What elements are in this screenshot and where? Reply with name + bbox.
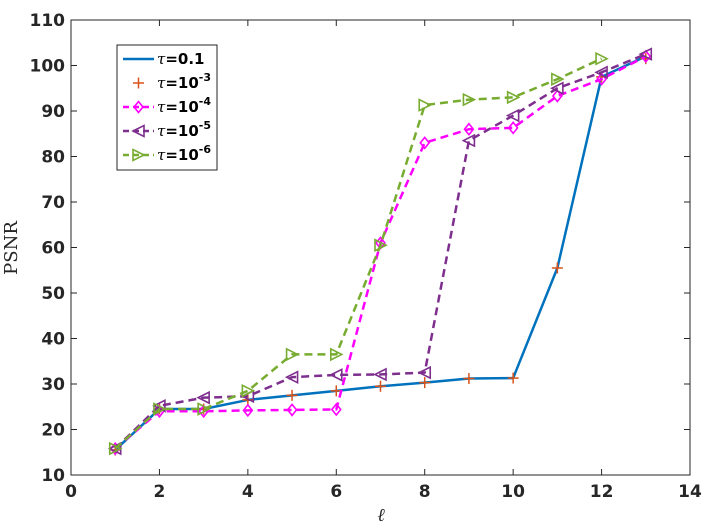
legend-entry: τ=10-5: [123, 119, 211, 140]
data-point: [463, 373, 475, 385]
data-point: [132, 148, 146, 162]
data-point: [133, 77, 144, 89]
data-point: [638, 47, 653, 61]
data-point: [286, 389, 298, 401]
data-point: [551, 89, 563, 103]
data-point: [131, 124, 145, 138]
data-point: [286, 403, 298, 417]
data-point: [462, 92, 477, 107]
data-point: [108, 441, 123, 456]
data-point: [551, 262, 563, 274]
data-point: [463, 122, 475, 136]
y-tick-label: 70: [41, 193, 65, 213]
data-point: [328, 368, 343, 382]
y-tick-label: 110: [30, 11, 66, 31]
y-tick-label: 50: [41, 284, 65, 304]
y-tick-label: 10: [41, 466, 65, 486]
legend-label: τ=0.1: [157, 50, 204, 68]
x-tick-label: 10: [501, 482, 525, 502]
data-point: [330, 402, 342, 417]
x-axis-label: ℓ: [377, 505, 385, 526]
x-tick-label: 6: [330, 482, 342, 502]
series-line: [114, 57, 603, 450]
data-point: [594, 65, 608, 80]
x-tick-label: 14: [678, 482, 702, 502]
y-tick-label: 60: [41, 239, 65, 259]
data-point: [505, 108, 520, 123]
x-tick-label: 2: [154, 482, 166, 502]
data-point: [196, 390, 210, 405]
series-4: [108, 51, 609, 456]
data-point: [550, 81, 564, 96]
data-point: [153, 402, 167, 416]
x-tick-label: 12: [590, 482, 614, 502]
data-point: [133, 100, 144, 114]
y-tick-label: 100: [30, 57, 66, 77]
y-tick-label: 90: [41, 102, 65, 122]
legend-entry: τ=0.1: [123, 50, 204, 68]
data-point: [242, 403, 254, 418]
data-point: [506, 90, 521, 105]
data-point: [507, 121, 519, 135]
y-tick-label: 20: [41, 421, 65, 441]
data-point: [419, 136, 431, 150]
data-point: [419, 377, 431, 389]
data-point: [551, 72, 565, 86]
legend-label: τ=10-6: [157, 143, 211, 164]
y-tick-label: 30: [41, 375, 65, 395]
data-point: [241, 384, 256, 398]
data-point: [417, 365, 432, 380]
data-point: [595, 51, 609, 66]
legend: τ=0.1 τ=10-3 τ=10-4 τ=10-5 τ=10-6: [116, 44, 218, 171]
y-tick-label: 40: [41, 330, 65, 350]
legend-label: τ=10-4: [157, 95, 211, 116]
y-tick-label: 80: [41, 148, 65, 168]
legend-entry: τ=10-3: [133, 71, 211, 92]
axis-ticks: 0 2 4 6 8 10 12 14 10 20 30 40 50 60 70 80 90 100 110: [30, 11, 702, 502]
legend-entry: τ=10-4: [123, 95, 211, 116]
y-axis-label: PSNR: [1, 221, 22, 275]
series-layer: [107, 47, 653, 456]
data-point: [284, 370, 299, 384]
data-point: [329, 347, 344, 362]
x-tick-label: 4: [242, 482, 254, 502]
legend-label: τ=10-5: [157, 119, 211, 140]
x-tick-label: 0: [65, 482, 77, 502]
legend-label: τ=10-3: [157, 71, 211, 92]
data-point: [375, 380, 386, 392]
data-point: [418, 98, 433, 112]
data-point: [461, 133, 476, 148]
data-point: [507, 372, 519, 384]
legend-entry: τ=10-6: [123, 143, 211, 164]
data-point: [197, 402, 211, 416]
x-tick-label: 8: [419, 482, 431, 502]
series-line: [114, 52, 647, 450]
data-point: [373, 367, 387, 382]
data-point: [285, 347, 300, 362]
data-point: [374, 238, 388, 253]
